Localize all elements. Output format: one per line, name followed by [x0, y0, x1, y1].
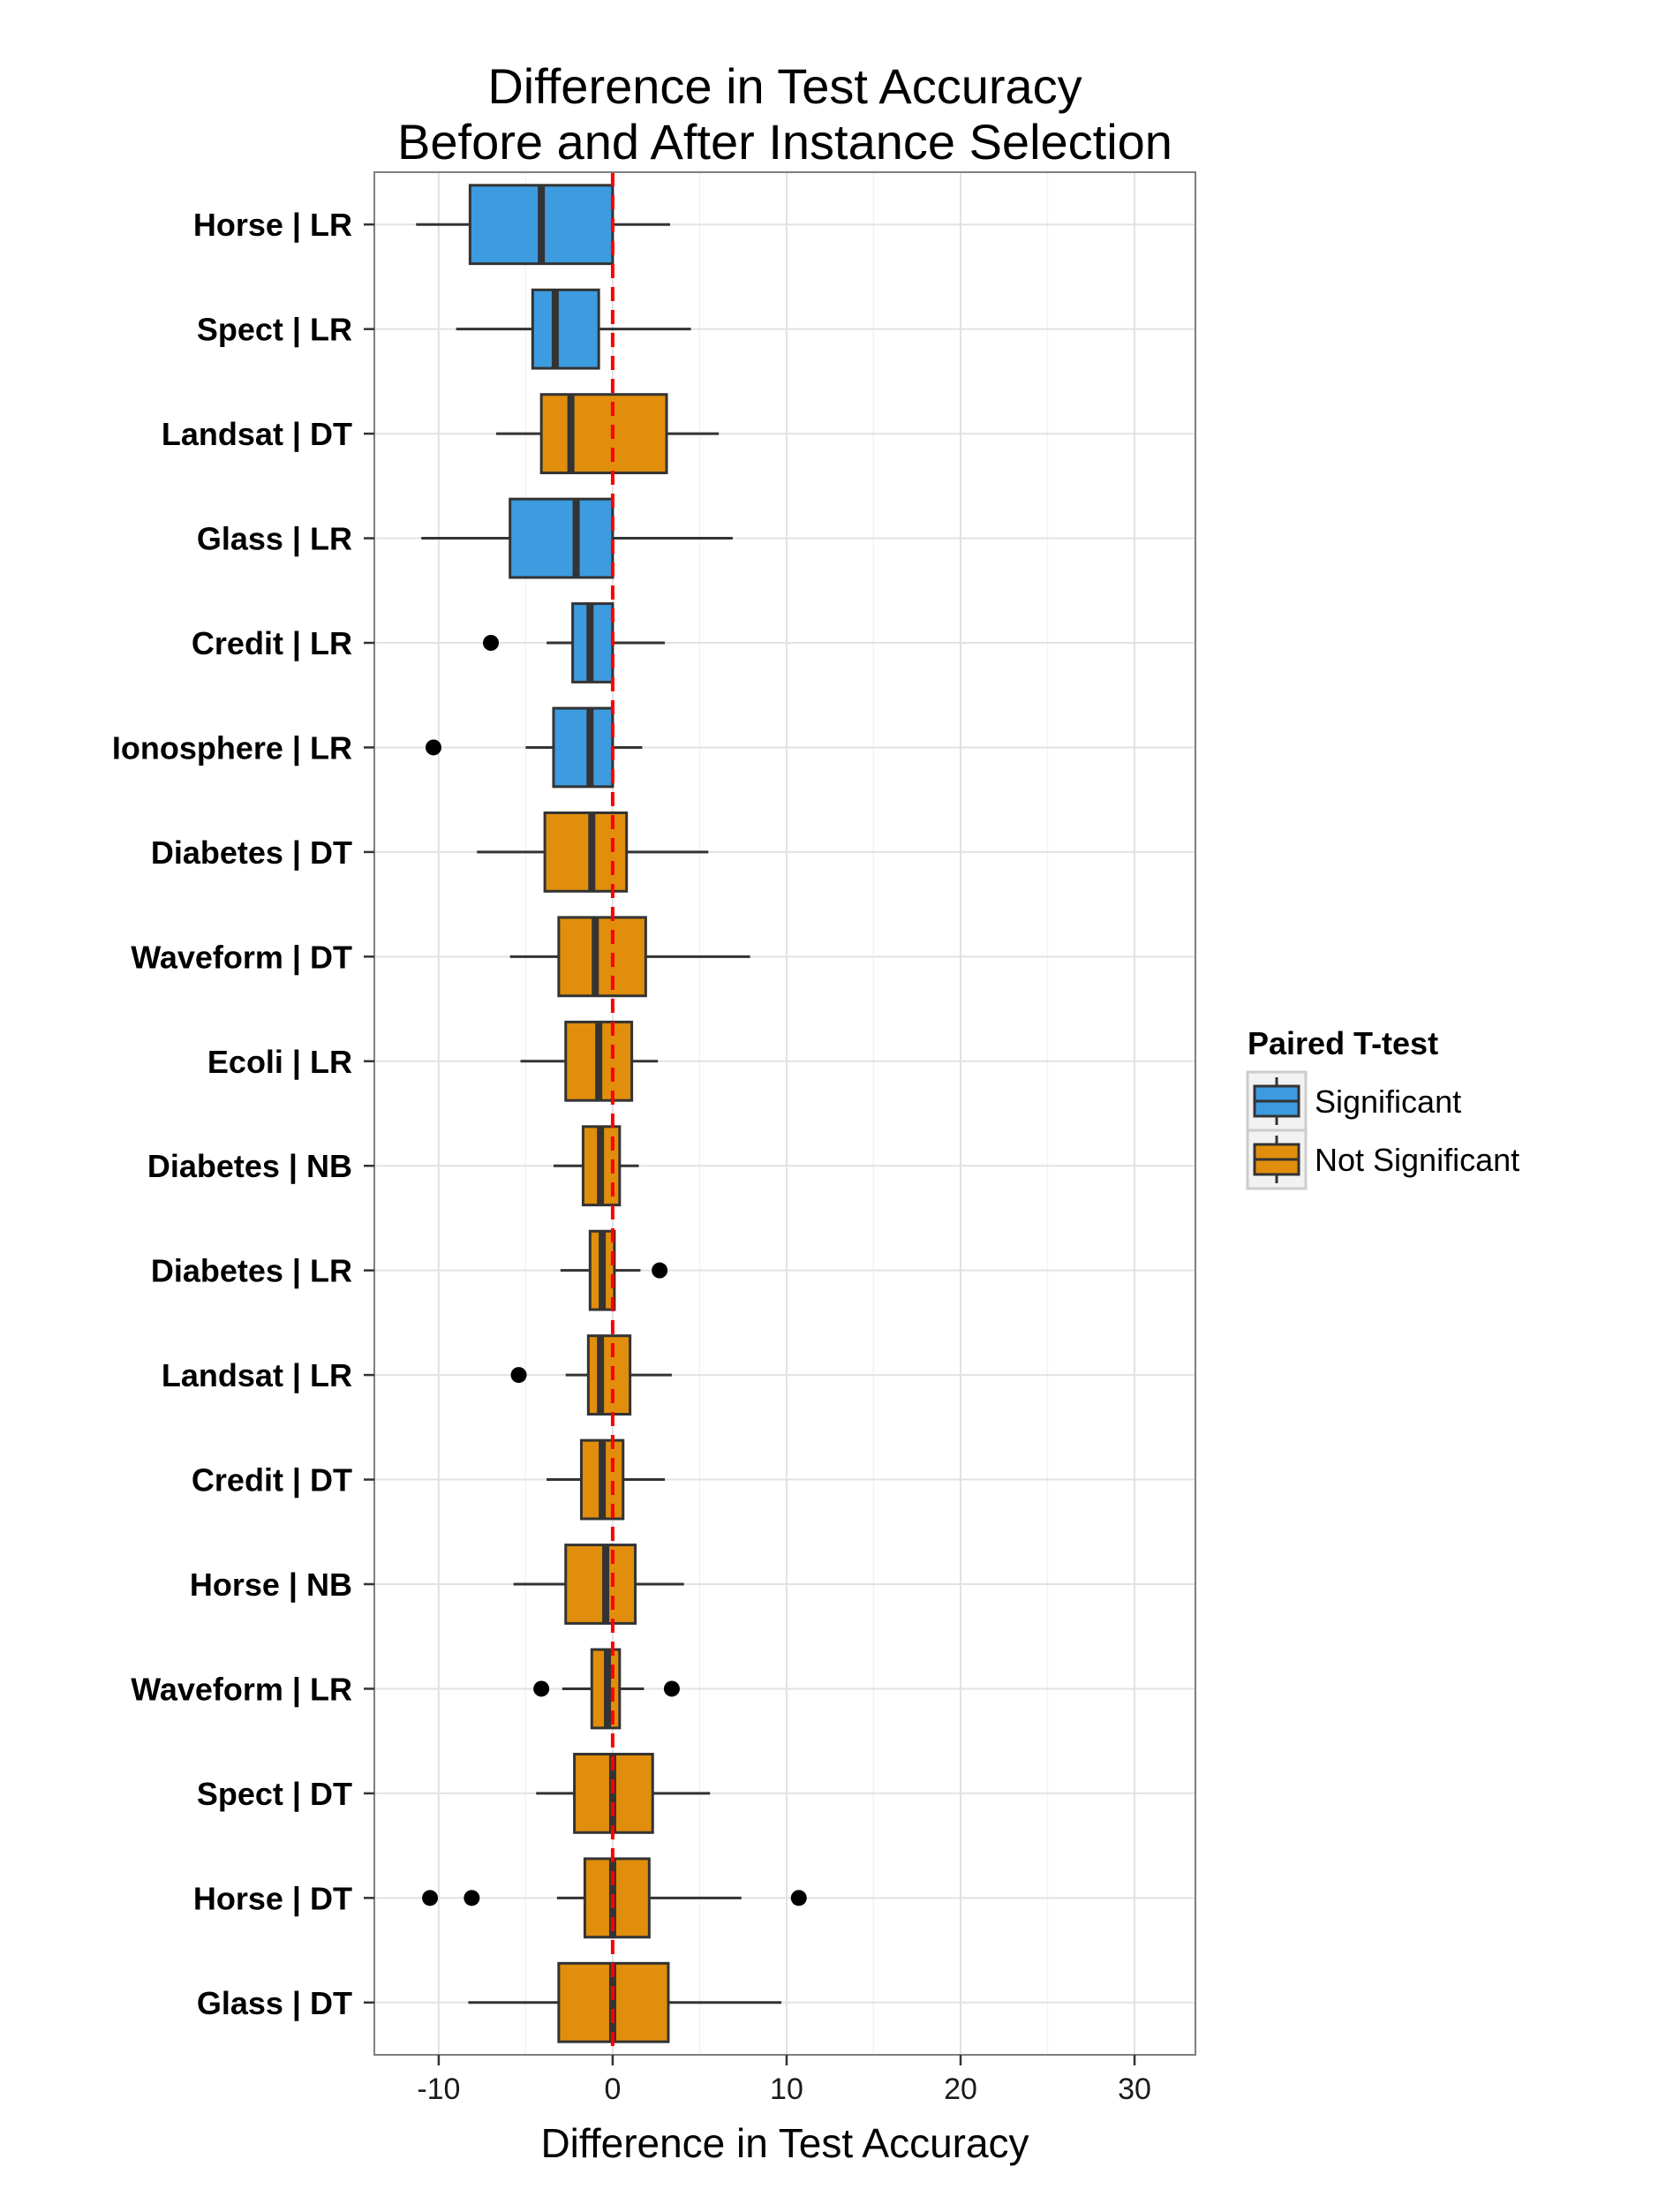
outlier-point: [510, 1367, 527, 1384]
legend-label: Significant: [1315, 1083, 1461, 1120]
legend-label: Not Significant: [1315, 1142, 1519, 1178]
y-tick-label: Horse | DT: [193, 1880, 352, 1917]
y-tick-label: Horse | LR: [193, 207, 352, 244]
plot-panel-border: [373, 171, 1196, 2056]
outlier-point: [422, 1890, 439, 1906]
x-tick-label: 30: [1118, 2072, 1151, 2106]
x-axis-title: Difference in Test Accuracy: [540, 2120, 1029, 2166]
box-waveform-dt: [509, 916, 750, 998]
legend-entries: Significant Not Significant: [1246, 1070, 1519, 1190]
box-horse-lr: [416, 184, 670, 266]
chart-title-line-1: Difference in Test Accuracy: [487, 58, 1082, 114]
grid-lines: [374, 172, 1195, 2055]
box-glass-lr: [421, 497, 733, 579]
legend-title: Paired T-test: [1248, 1025, 1438, 1061]
box-series: [416, 184, 807, 2043]
iqr-box: [586, 1334, 632, 1416]
iqr-box: [531, 288, 600, 370]
y-tick-label: Ionosphere | LR: [112, 729, 352, 766]
y-tick-label: Spect | LR: [197, 312, 352, 349]
iqr-box: [557, 916, 647, 998]
y-tick-label: Credit | DT: [192, 1462, 352, 1499]
iqr-box: [564, 1544, 637, 1625]
box-landsat-lr: [510, 1334, 672, 1416]
outlier-point: [790, 1890, 807, 1906]
legend: Paired T-test Significant Not Significant: [1246, 1025, 1519, 1190]
y-axis-ticks: Horse | LR Spect | LR Landsat | DT Glass | …: [112, 207, 374, 2022]
y-tick-label: Glass | DT: [197, 1985, 352, 2022]
y-tick-label: Spect | DT: [197, 1776, 352, 1813]
x-tick-label: -10: [417, 2072, 460, 2106]
box-diabetes-lr: [560, 1229, 668, 1311]
box-spect-lr: [456, 288, 691, 370]
y-tick-label: Waveform | LR: [131, 1671, 352, 1708]
y-tick-label: Ecoli | LR: [207, 1044, 352, 1081]
y-tick-label: Diabetes | NB: [147, 1148, 352, 1185]
y-tick-label: Diabetes | LR: [151, 1253, 352, 1290]
y-tick-label: Horse | NB: [190, 1567, 352, 1604]
box-credit-dt: [547, 1438, 666, 1521]
plot-panel: [374, 172, 1195, 2055]
box-waveform-lr: [533, 1648, 680, 1730]
iqr-box: [583, 1857, 651, 1939]
outlier-point: [663, 1680, 680, 1697]
outlier-point: [425, 739, 441, 756]
outlier-point: [464, 1890, 480, 1906]
x-tick-label: 20: [944, 2072, 977, 2106]
y-tick-label: Glass | LR: [197, 521, 352, 558]
box-ionosphere-lr: [425, 706, 643, 789]
chart-title-line-2: Before and After Instance Selection: [397, 114, 1172, 170]
y-tick-label: Credit | LR: [192, 625, 352, 662]
outlier-point: [652, 1262, 668, 1279]
y-tick-label: Landsat | DT: [162, 416, 352, 453]
y-tick-label: Landsat | LR: [162, 1357, 352, 1394]
outlier-point: [483, 635, 500, 651]
outlier-point: [533, 1680, 550, 1697]
iqr-box: [539, 393, 668, 475]
x-tick-label: 10: [770, 2072, 803, 2106]
legend-entry-not-significant: Not Significant: [1246, 1129, 1519, 1190]
x-tick-label: 0: [604, 2072, 621, 2106]
box-landsat-dt: [495, 393, 720, 475]
legend-entry-significant: Significant: [1246, 1070, 1461, 1132]
x-axis-ticks: -10 0 10 20 30: [417, 2055, 1151, 2106]
y-tick-label: Waveform | DT: [131, 939, 352, 976]
box-horse-nb: [513, 1544, 684, 1625]
box-ecoli-lr: [520, 1020, 659, 1102]
iqr-box: [552, 706, 614, 789]
y-tick-label: Diabetes | DT: [151, 834, 352, 872]
iqr-box: [509, 497, 614, 579]
